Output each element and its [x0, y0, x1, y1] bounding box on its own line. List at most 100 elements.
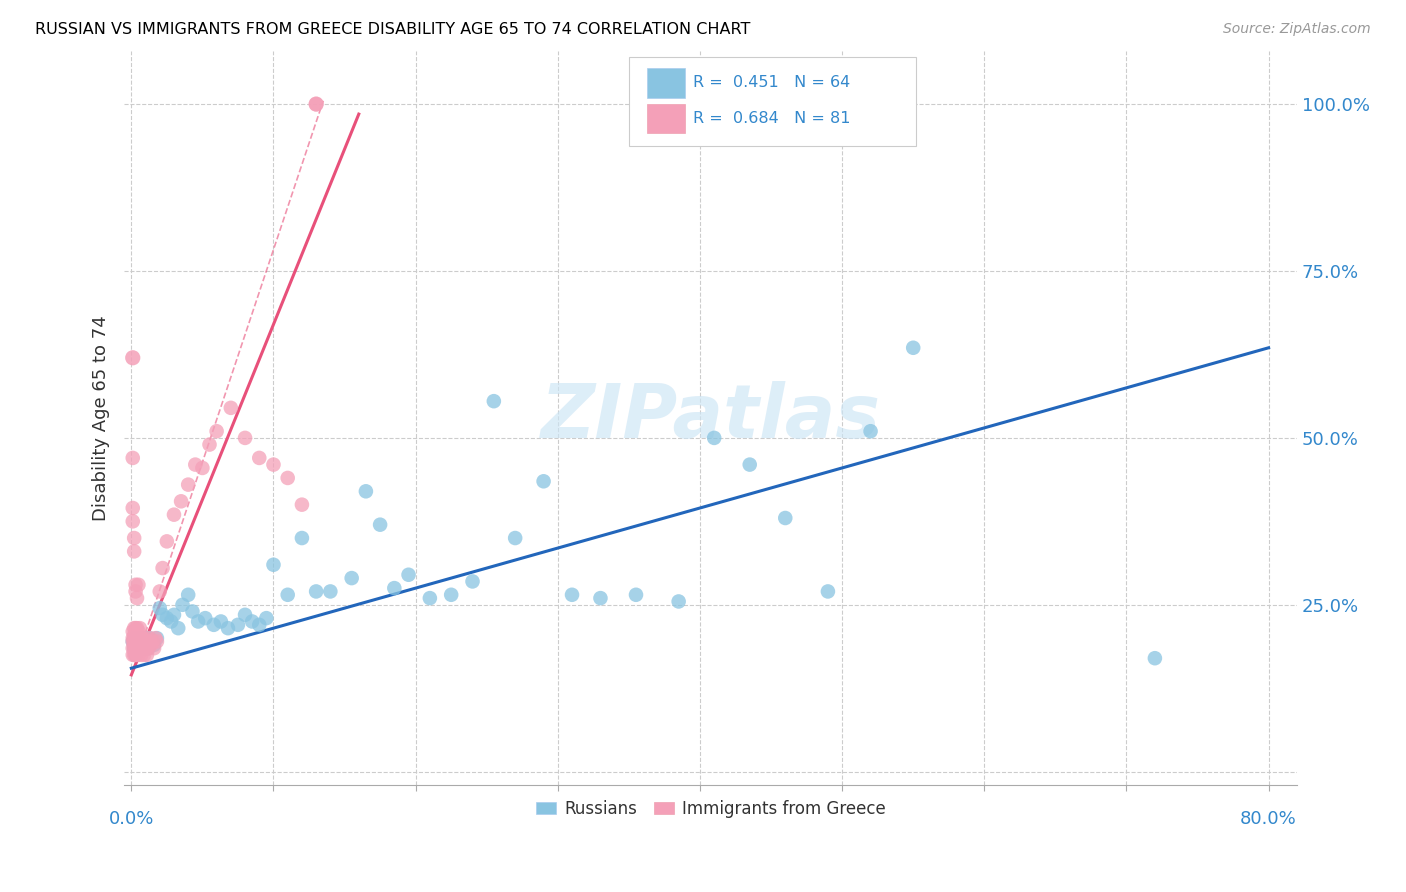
Point [127, 624, 149, 639]
Point [134, 641, 156, 656]
Point [163, 607, 186, 622]
Point [160, 615, 183, 629]
Point [127, 578, 149, 592]
Point [134, 648, 156, 662]
Point [903, 341, 925, 355]
Text: R =  0.451   N = 64: R = 0.451 N = 64 [693, 76, 851, 90]
Point [163, 508, 186, 522]
Point [127, 634, 149, 648]
Point [156, 534, 179, 549]
Point [817, 584, 839, 599]
Point [305, 97, 328, 112]
Point [226, 617, 249, 632]
Point [122, 628, 145, 642]
Point [233, 431, 256, 445]
Point [127, 648, 149, 662]
Point [125, 638, 148, 652]
Point [121, 624, 143, 639]
Point [172, 598, 194, 612]
Point [122, 641, 145, 656]
Point [354, 484, 377, 499]
Point [136, 638, 159, 652]
Point [191, 461, 214, 475]
Point [340, 571, 363, 585]
Point [146, 631, 169, 645]
Point [121, 514, 143, 528]
Legend: Russians, Immigrants from Greece: Russians, Immigrants from Greece [529, 793, 893, 824]
Point [149, 601, 172, 615]
Point [382, 581, 405, 595]
Point [121, 500, 143, 515]
Point [138, 641, 160, 656]
Point [136, 638, 159, 652]
Point [128, 638, 150, 652]
Point [135, 631, 157, 645]
Point [177, 477, 200, 491]
Text: 0.0%: 0.0% [108, 810, 155, 828]
Point [127, 641, 149, 656]
Point [277, 471, 299, 485]
Point [122, 648, 145, 662]
Point [141, 638, 163, 652]
Point [121, 351, 143, 365]
Point [145, 631, 167, 645]
Point [124, 631, 146, 645]
Point [247, 617, 270, 632]
Point [129, 641, 152, 656]
Point [775, 511, 797, 525]
Point [124, 648, 146, 662]
Point [398, 567, 420, 582]
Point [149, 584, 172, 599]
Point [205, 424, 228, 438]
Point [247, 450, 270, 465]
Point [127, 631, 149, 645]
Point [482, 394, 505, 409]
Point [124, 578, 146, 592]
Point [122, 638, 145, 652]
Point [125, 638, 148, 652]
Point [122, 641, 145, 656]
Point [277, 588, 299, 602]
Point [738, 458, 761, 472]
Point [533, 475, 555, 489]
Point [129, 648, 152, 662]
Point [170, 494, 193, 508]
Point [131, 631, 153, 645]
Point [138, 634, 160, 648]
Point [561, 588, 583, 602]
Point [129, 638, 152, 652]
Point [167, 621, 190, 635]
Point [142, 634, 165, 648]
Point [134, 641, 156, 656]
Point [121, 634, 143, 648]
Point [703, 431, 725, 445]
Text: ZIPatlas: ZIPatlas [541, 382, 880, 454]
Point [461, 574, 484, 589]
Point [139, 631, 162, 645]
Point [128, 621, 150, 635]
Point [125, 641, 148, 656]
Point [177, 588, 200, 602]
FancyBboxPatch shape [647, 103, 685, 133]
Point [124, 638, 146, 652]
Point [129, 631, 152, 645]
FancyBboxPatch shape [647, 69, 685, 98]
Point [124, 641, 146, 656]
Point [131, 634, 153, 648]
Point [135, 641, 157, 656]
Point [128, 641, 150, 656]
Point [125, 631, 148, 645]
Point [143, 641, 166, 656]
Point [859, 424, 882, 438]
Point [668, 594, 690, 608]
Point [125, 648, 148, 662]
Point [624, 588, 647, 602]
Point [135, 634, 157, 648]
Point [124, 648, 146, 662]
Point [503, 531, 526, 545]
Point [209, 615, 232, 629]
Point [219, 401, 242, 415]
Point [1143, 651, 1166, 665]
Point [127, 638, 149, 652]
Point [217, 621, 239, 635]
